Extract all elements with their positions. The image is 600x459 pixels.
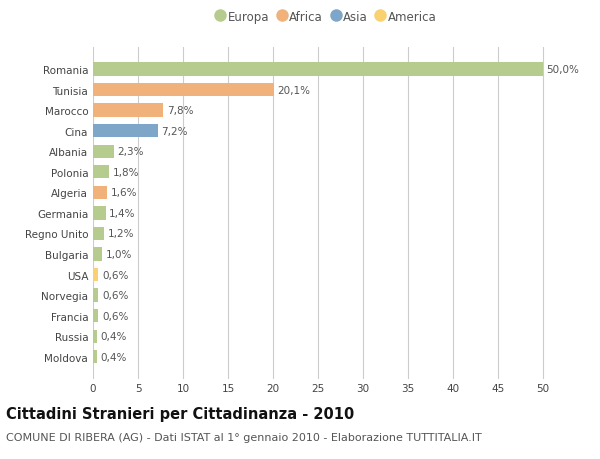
Bar [93,227,104,241]
Text: COMUNE DI RIBERA (AG) - Dati ISTAT al 1° gennaio 2010 - Elaborazione TUTTITALIA.: COMUNE DI RIBERA (AG) - Dati ISTAT al 1°… [6,432,482,442]
Bar [93,350,97,364]
Text: 0,6%: 0,6% [102,291,128,301]
Bar [93,207,106,220]
Bar [93,145,114,158]
Bar [93,166,109,179]
Text: 7,8%: 7,8% [167,106,193,116]
Text: 1,4%: 1,4% [109,208,136,218]
Bar [93,309,98,323]
Legend: Europa, Africa, Asia, America: Europa, Africa, Asia, America [217,11,437,24]
Text: 0,4%: 0,4% [100,352,127,362]
Text: 2,3%: 2,3% [118,147,144,157]
Text: 50,0%: 50,0% [547,65,580,75]
Bar [93,186,107,200]
Bar [93,330,97,343]
Bar [93,125,158,138]
Text: 0,6%: 0,6% [102,270,128,280]
Text: 20,1%: 20,1% [277,85,311,95]
Bar [93,84,274,97]
Bar [93,269,98,282]
Bar [93,248,102,261]
Text: 7,2%: 7,2% [161,126,188,136]
Text: 1,0%: 1,0% [106,249,132,259]
Bar [93,63,543,77]
Text: 1,6%: 1,6% [111,188,137,198]
Text: 1,2%: 1,2% [107,229,134,239]
Text: 0,4%: 0,4% [100,331,127,341]
Text: 0,6%: 0,6% [102,311,128,321]
Text: Cittadini Stranieri per Cittadinanza - 2010: Cittadini Stranieri per Cittadinanza - 2… [6,406,354,421]
Bar [93,104,163,118]
Bar [93,289,98,302]
Text: 1,8%: 1,8% [113,168,139,178]
